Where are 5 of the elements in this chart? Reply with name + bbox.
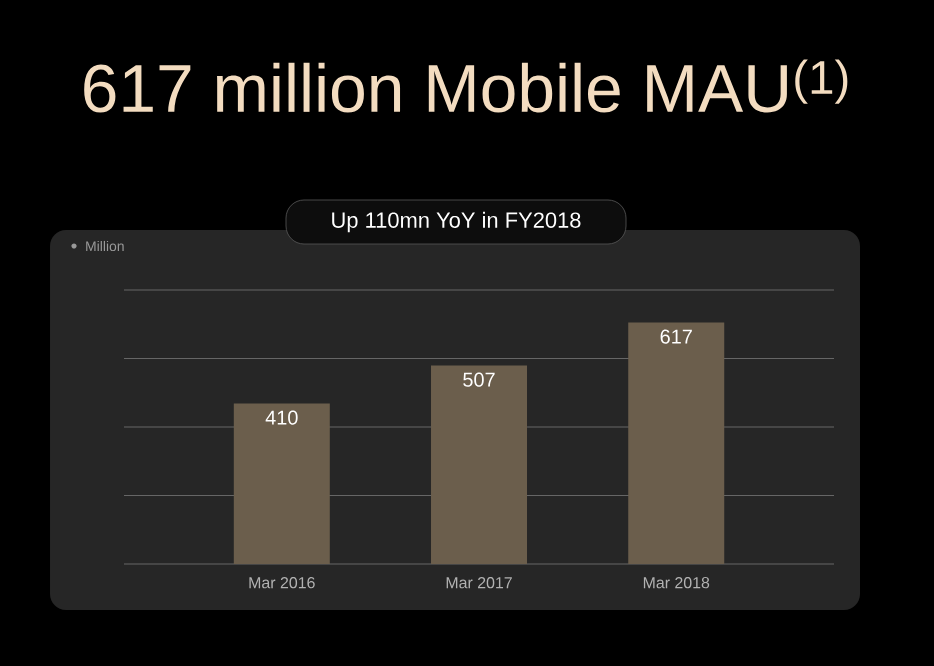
data-label: 507 bbox=[463, 372, 495, 387]
data-label: 617 bbox=[660, 329, 692, 344]
chart-subtitle: Up 110mn YoY in FY2018 bbox=[332, 211, 581, 233]
data-label: 410 bbox=[265, 410, 298, 425]
chart-title: 617 million Mobile MAU$^{(1)}$ bbox=[84, 59, 848, 113]
